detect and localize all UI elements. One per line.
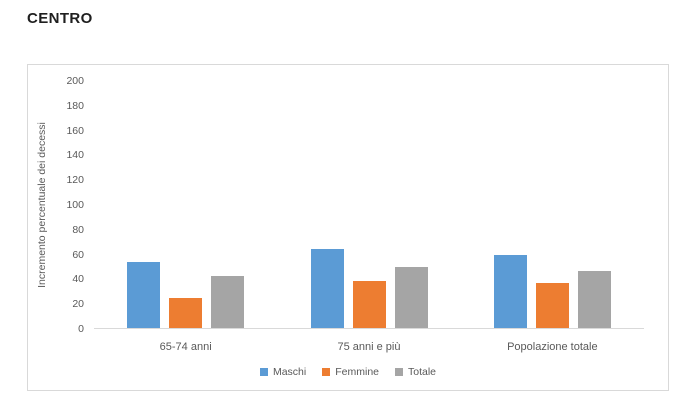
bar-totale-popolazione-totale: [577, 270, 611, 328]
y-tick-180: 180: [66, 99, 84, 112]
plot-area: [94, 81, 644, 329]
bar-femmine-65-74-anni: [169, 298, 203, 328]
legend-label-totale: Totale: [408, 366, 437, 378]
bar-maschi-75-anni-e-pi: [310, 248, 344, 328]
y-tick-140: 140: [66, 149, 84, 162]
y-axis-ticks: 0 20 40 60 80 100 120 140 160 180 200: [28, 75, 84, 335]
y-tick-40: 40: [72, 273, 84, 286]
legend-swatch-femmine: [322, 368, 331, 376]
chart-title: CENTRO: [27, 10, 93, 27]
y-tick-160: 160: [66, 124, 84, 137]
x-cat-label-65-74-anni: 65-74 anni: [159, 341, 212, 353]
y-tick-100: 100: [66, 199, 84, 211]
bar-totale-65-74-anni: [211, 275, 245, 328]
legend-item-maschi: Maschi: [259, 366, 307, 378]
bar-totale-75-anni-e-pi: [394, 267, 428, 328]
y-tick-200: 200: [66, 75, 84, 87]
y-tick-120: 120: [66, 174, 84, 187]
legend-swatch-maschi: [259, 368, 268, 376]
legend-label-maschi: Maschi: [272, 366, 307, 378]
bar-femmine-75-anni-e-pi: [352, 280, 386, 328]
y-tick-0: 0: [78, 323, 84, 335]
x-cat-label-popolazione-totale: Popolazione totale: [507, 341, 598, 353]
y-tick-60: 60: [72, 248, 84, 261]
x-axis-labels: 65-74 anni 75 anni e più Popolazione total…: [94, 341, 644, 357]
legend-item-totale: Totale: [395, 366, 436, 378]
legend-item-femmine: Femmine: [322, 366, 379, 378]
y-tick-80: 80: [72, 223, 84, 236]
x-cat-label-75-anni-e-pi: 75 anni e più: [337, 341, 401, 353]
chart-frame: Incremento percentuale dei decessi 0 20 40…: [27, 64, 669, 391]
legend: Maschi Femmine Totale: [28, 366, 668, 378]
bar-maschi-popolazione-totale: [493, 254, 527, 328]
legend-swatch-totale: [395, 368, 403, 376]
bar-maschi-65-74-anni: [127, 262, 161, 328]
y-tick-20: 20: [72, 298, 84, 311]
bar-femmine-popolazione-totale: [535, 283, 569, 328]
legend-label-femmine: Femmine: [335, 366, 379, 378]
